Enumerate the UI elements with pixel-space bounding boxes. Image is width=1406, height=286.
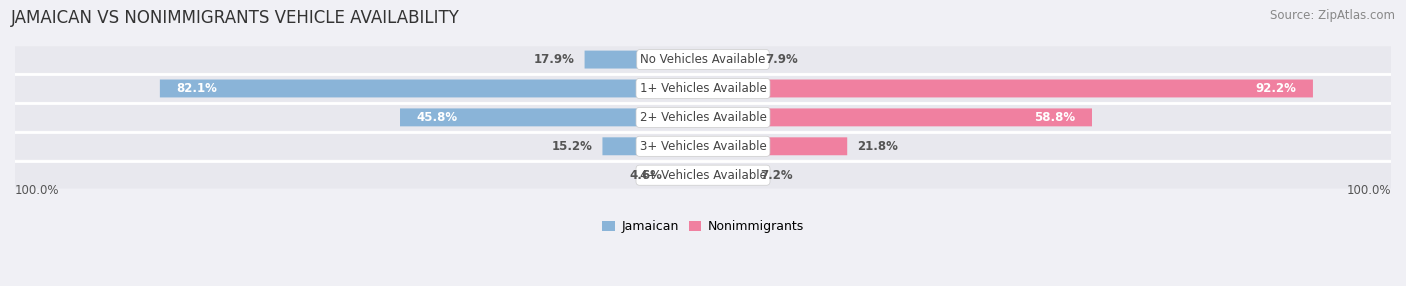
- Legend: Jamaican, Nonimmigrants: Jamaican, Nonimmigrants: [598, 215, 808, 238]
- Text: 92.2%: 92.2%: [1256, 82, 1296, 95]
- Text: JAMAICAN VS NONIMMIGRANTS VEHICLE AVAILABILITY: JAMAICAN VS NONIMMIGRANTS VEHICLE AVAILA…: [11, 9, 460, 27]
- Text: 1+ Vehicles Available: 1+ Vehicles Available: [640, 82, 766, 95]
- FancyBboxPatch shape: [703, 108, 1092, 126]
- Text: 4+ Vehicles Available: 4+ Vehicles Available: [640, 169, 766, 182]
- Text: 21.8%: 21.8%: [858, 140, 898, 153]
- Text: 15.2%: 15.2%: [551, 140, 592, 153]
- Text: 100.0%: 100.0%: [1347, 184, 1391, 197]
- Text: 4.6%: 4.6%: [630, 169, 662, 182]
- Text: 7.2%: 7.2%: [761, 169, 793, 182]
- FancyBboxPatch shape: [672, 166, 703, 184]
- Text: 3+ Vehicles Available: 3+ Vehicles Available: [640, 140, 766, 153]
- Text: 100.0%: 100.0%: [15, 184, 59, 197]
- FancyBboxPatch shape: [160, 80, 703, 98]
- FancyBboxPatch shape: [15, 104, 1391, 131]
- FancyBboxPatch shape: [15, 133, 1391, 160]
- FancyBboxPatch shape: [703, 166, 751, 184]
- FancyBboxPatch shape: [15, 162, 1391, 188]
- Text: 17.9%: 17.9%: [534, 53, 575, 66]
- FancyBboxPatch shape: [585, 51, 703, 69]
- Text: 58.8%: 58.8%: [1035, 111, 1076, 124]
- FancyBboxPatch shape: [401, 108, 703, 126]
- FancyBboxPatch shape: [703, 137, 848, 155]
- Text: Source: ZipAtlas.com: Source: ZipAtlas.com: [1270, 9, 1395, 21]
- FancyBboxPatch shape: [15, 46, 1391, 73]
- Text: No Vehicles Available: No Vehicles Available: [640, 53, 766, 66]
- Text: 45.8%: 45.8%: [416, 111, 458, 124]
- FancyBboxPatch shape: [602, 137, 703, 155]
- FancyBboxPatch shape: [703, 80, 1313, 98]
- Text: 82.1%: 82.1%: [176, 82, 218, 95]
- Text: 2+ Vehicles Available: 2+ Vehicles Available: [640, 111, 766, 124]
- FancyBboxPatch shape: [703, 51, 755, 69]
- FancyBboxPatch shape: [15, 75, 1391, 102]
- Text: 7.9%: 7.9%: [765, 53, 799, 66]
